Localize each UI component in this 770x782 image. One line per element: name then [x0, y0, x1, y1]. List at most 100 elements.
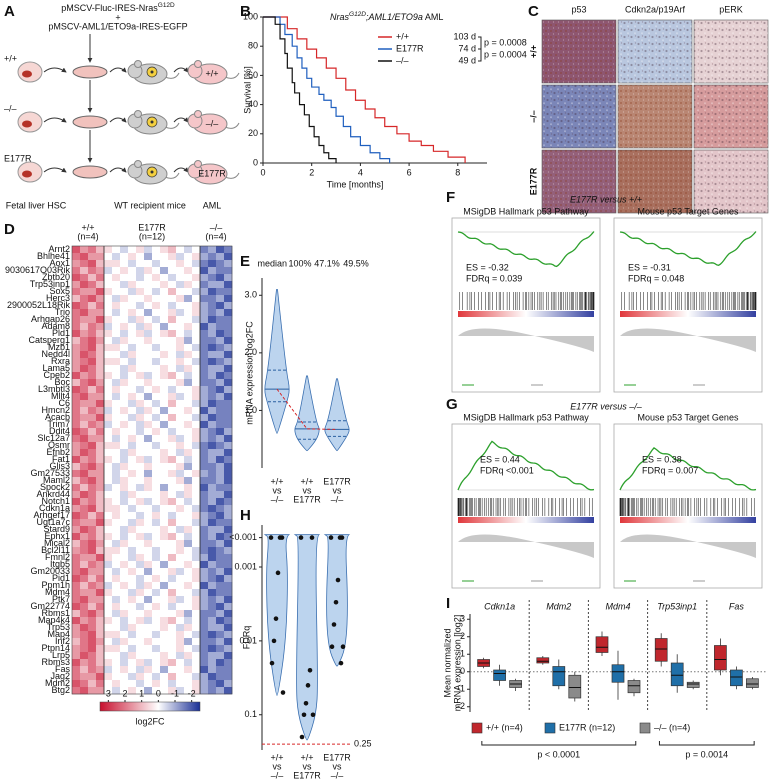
heatmap-cell	[136, 435, 145, 443]
heatmap-cell	[88, 645, 97, 653]
data-point	[335, 577, 341, 583]
y-tick-label: -1	[457, 684, 465, 694]
heatmap-cell	[80, 295, 89, 303]
heatmap-cell	[120, 393, 129, 401]
heatmap-cell	[72, 666, 81, 674]
heatmap-cell	[176, 680, 185, 688]
heatmap-cell	[72, 323, 81, 331]
heatmap-cell	[120, 372, 129, 380]
ihc-texture	[542, 150, 616, 213]
median-label: 49 d	[458, 55, 476, 65]
heatmap-cell	[192, 316, 201, 324]
heatmap-cell	[88, 638, 97, 646]
heatmap-cell	[88, 421, 97, 429]
heatmap-cell	[160, 386, 169, 394]
heatmap-cell	[224, 246, 233, 254]
x-tick-label: 4	[358, 167, 363, 177]
gene-label: Ptk7	[52, 594, 70, 604]
violin	[263, 534, 291, 696]
heatmap-cell	[208, 330, 217, 338]
heatmap-cell	[112, 386, 121, 394]
heatmap-cell	[112, 281, 121, 289]
heatmap-cell	[104, 568, 113, 576]
heatmap-cell	[112, 253, 121, 261]
heatmap-cell	[168, 267, 177, 275]
heatmap-cell	[104, 449, 113, 457]
heatmap-cell	[168, 652, 177, 660]
heatmap-cell	[216, 456, 225, 464]
heatmap-cell	[96, 680, 105, 688]
heatmap-cell	[144, 281, 153, 289]
y-tick-label: 0.1	[244, 709, 257, 719]
heatmap-cell	[160, 673, 169, 681]
heatmap-cell	[168, 687, 177, 695]
data-point	[303, 701, 309, 706]
group-n: (n=4)	[205, 231, 226, 241]
heatmap-cell	[72, 498, 81, 506]
culture-dish	[72, 165, 108, 179]
median-percent: 100%	[288, 258, 311, 268]
heatmap-cell	[136, 470, 145, 478]
heatmap-cell	[208, 253, 217, 261]
gene-label: Hmcn2	[41, 405, 70, 415]
gene-label: Trio	[55, 307, 70, 317]
heatmap-cell	[128, 253, 137, 261]
heatmap-cell	[208, 519, 217, 527]
heatmap-cell	[80, 575, 89, 583]
heatmap-cell	[216, 484, 225, 492]
heatmap-cell	[136, 393, 145, 401]
heatmap-cell	[80, 498, 89, 506]
heatmap-cell	[176, 645, 185, 653]
heatmap-cell	[168, 645, 177, 653]
heatmap-cell	[120, 624, 129, 632]
gene-label: Ptpn14	[41, 643, 70, 653]
heatmap-cell	[128, 526, 137, 534]
heatmap-cell	[152, 281, 161, 289]
heatmap-cell	[160, 610, 169, 618]
box	[611, 664, 625, 683]
heatmap-cell	[144, 519, 153, 527]
heatmap-cell	[168, 547, 177, 555]
heatmap-cell	[144, 449, 153, 457]
heatmap-cell	[200, 624, 209, 632]
heatmap-cell	[96, 414, 105, 422]
heatmap-cell	[120, 274, 129, 282]
heatmap-cell	[168, 344, 177, 352]
gene-label: Cdkn1a	[39, 503, 70, 513]
heatmap-cell	[192, 519, 201, 527]
colorbar-label: log2FC	[135, 716, 165, 726]
heatmap-cell	[128, 435, 137, 443]
heatmap-cell	[152, 400, 161, 408]
heatmap-cell	[200, 652, 209, 660]
heatmap-cell	[192, 288, 201, 296]
heatmap-cell	[144, 400, 153, 408]
heatmap-cell	[72, 302, 81, 310]
heatmap-cell	[80, 645, 89, 653]
heatmap-cell	[88, 491, 97, 499]
heatmap-cell	[176, 505, 185, 513]
heatmap-cell	[136, 596, 145, 604]
category-label: –/–	[271, 494, 284, 504]
genotype-label: +/+	[4, 53, 17, 63]
heatmap-cell	[192, 554, 201, 562]
heatmap-cell	[128, 582, 137, 590]
heatmap-cell	[200, 519, 209, 527]
heatmap-cell	[184, 365, 193, 373]
heatmap-cell	[104, 428, 113, 436]
heatmap-cell	[72, 687, 81, 695]
heatmap-cell	[80, 624, 89, 632]
gene-label: Gm22774	[30, 601, 70, 611]
heatmap-cell	[120, 659, 129, 667]
gene-label: Map4	[47, 629, 70, 639]
gene-label: Pid1	[52, 573, 70, 583]
heatmap-cell	[96, 652, 105, 660]
heatmap-cell	[184, 337, 193, 345]
heatmap-cell	[136, 442, 145, 450]
heatmap-cell	[72, 386, 81, 394]
heatmap-cell	[160, 519, 169, 527]
heatmap-cell	[216, 617, 225, 625]
heatmap-cell	[184, 470, 193, 478]
heatmap-cell	[216, 435, 225, 443]
legend-swatch	[639, 722, 651, 734]
heatmap-cell	[88, 610, 97, 618]
